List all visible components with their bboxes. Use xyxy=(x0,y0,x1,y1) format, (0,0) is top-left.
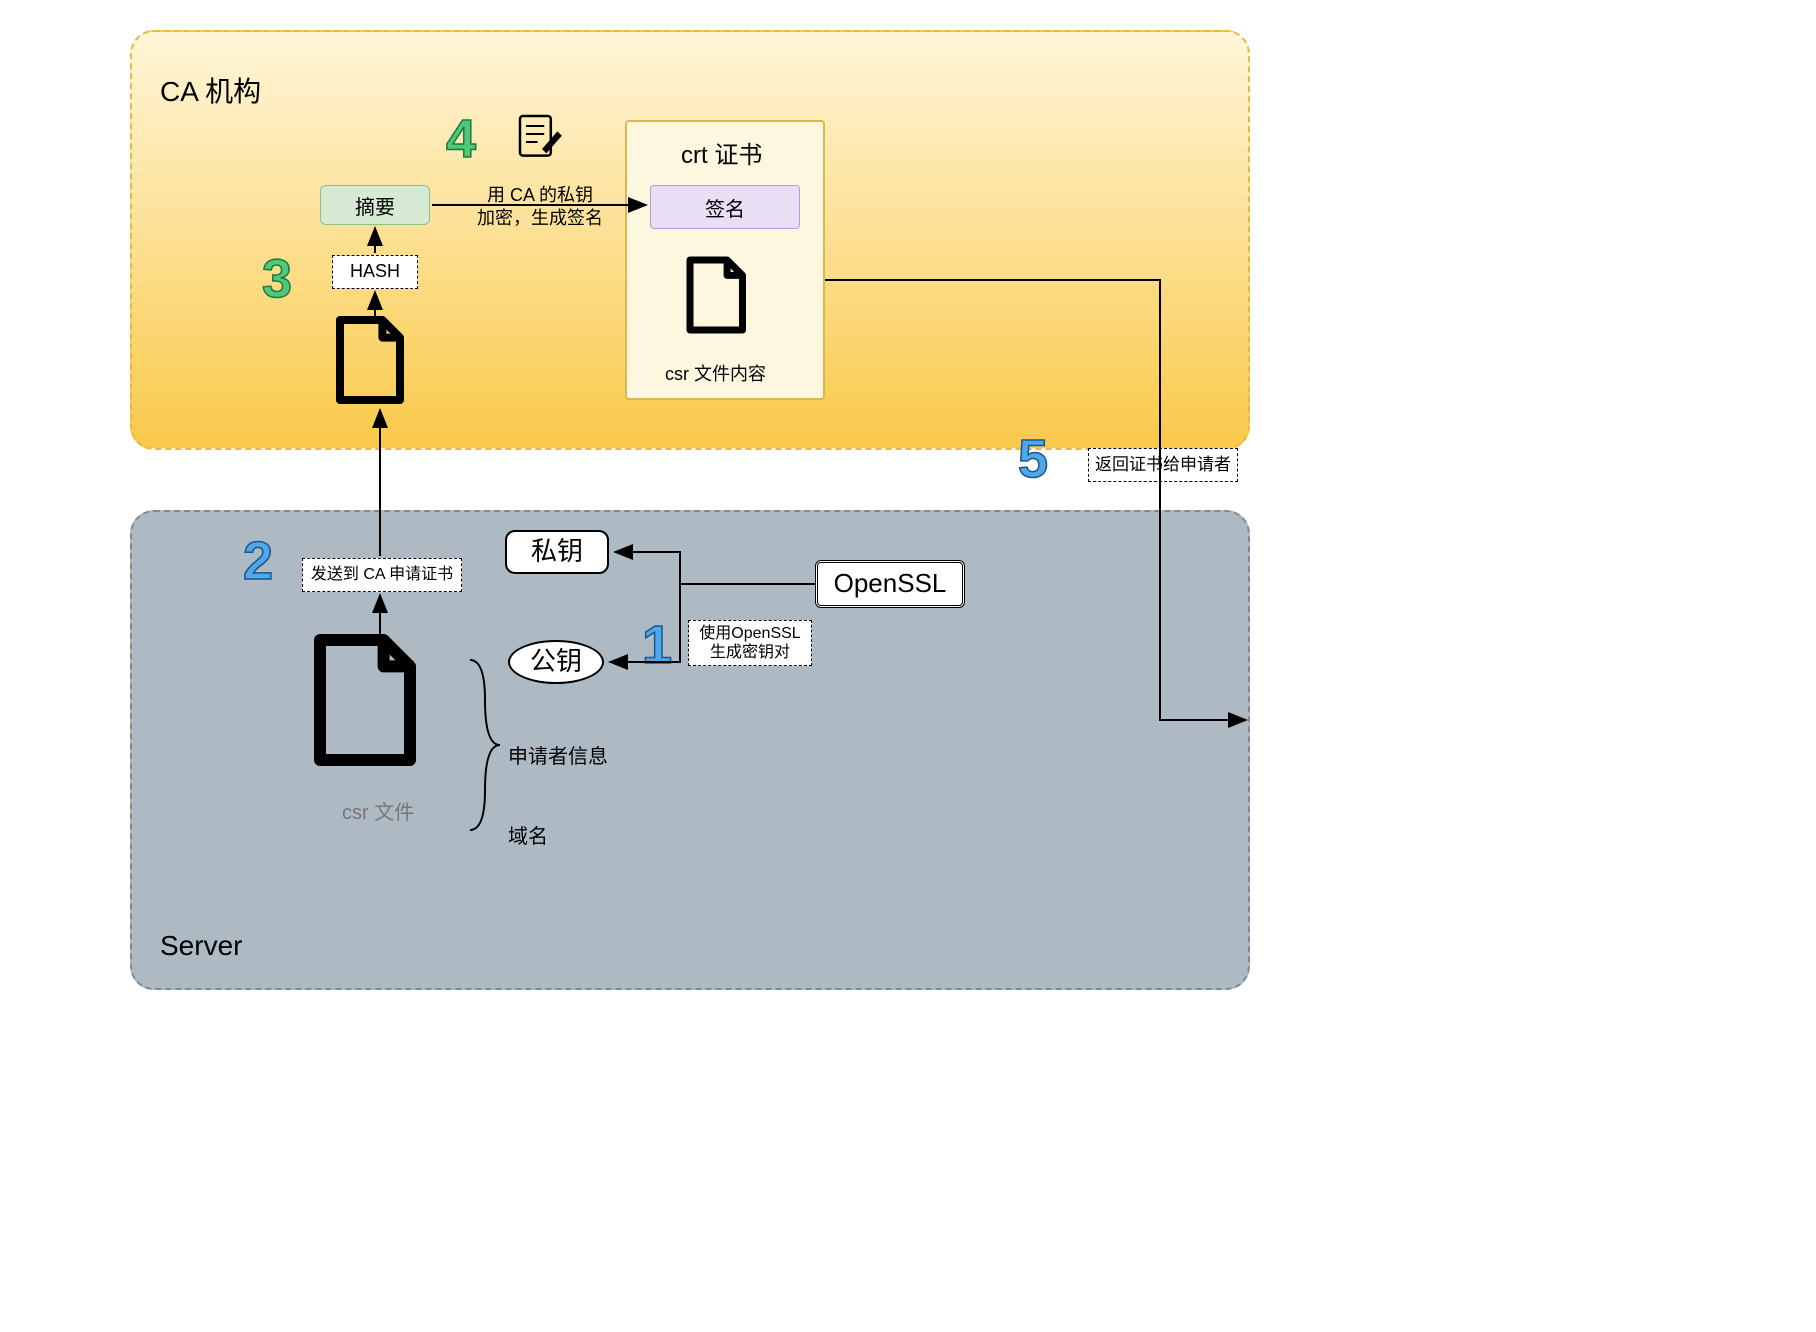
applicant-info-label: 申请者信息 xyxy=(508,740,608,769)
openssl-label: OpenSSL xyxy=(834,567,947,601)
step-4: 4 xyxy=(446,108,476,170)
signature-box: 签名 xyxy=(650,185,800,229)
domain-name-label: 域名 xyxy=(508,820,548,849)
hash-label: HASH xyxy=(350,260,400,283)
digest-label: 摘要 xyxy=(355,191,395,220)
server-region xyxy=(130,510,1250,990)
step-5: 5 xyxy=(1018,428,1048,490)
step-3: 3 xyxy=(262,248,292,310)
return-cert-label: 返回证书给申请者 xyxy=(1095,454,1231,476)
step-2: 2 xyxy=(243,530,273,592)
private-key-label: 私钥 xyxy=(531,535,583,569)
crt-title: crt 证书 xyxy=(681,135,762,170)
openssl-box: OpenSSL xyxy=(815,560,965,608)
public-key-box: 公钥 xyxy=(508,640,604,684)
hash-box: HASH xyxy=(332,255,418,289)
ca-region-title: CA 机构 xyxy=(160,70,261,110)
step-1: 1 xyxy=(642,614,672,676)
server-region-title: Server xyxy=(160,930,242,962)
digest-box: 摘要 xyxy=(320,185,430,225)
csr-content-label: csr 文件内容 xyxy=(665,360,766,386)
openssl-note-box: 使用OpenSSL生成密钥对 xyxy=(688,620,812,666)
return-cert-box: 返回证书给申请者 xyxy=(1088,448,1238,482)
public-key-label: 公钥 xyxy=(530,645,582,679)
ca-encrypt-label: 用 CA 的私钥加密，生成签名 xyxy=(477,184,603,231)
private-key-box: 私钥 xyxy=(505,530,609,574)
csr-file-label: csr 文件 xyxy=(342,796,414,825)
send-to-ca-box: 发送到 CA 申请证书 xyxy=(302,558,462,592)
signature-label: 签名 xyxy=(705,193,745,222)
send-to-ca-label: 发送到 CA 申请证书 xyxy=(311,565,453,586)
